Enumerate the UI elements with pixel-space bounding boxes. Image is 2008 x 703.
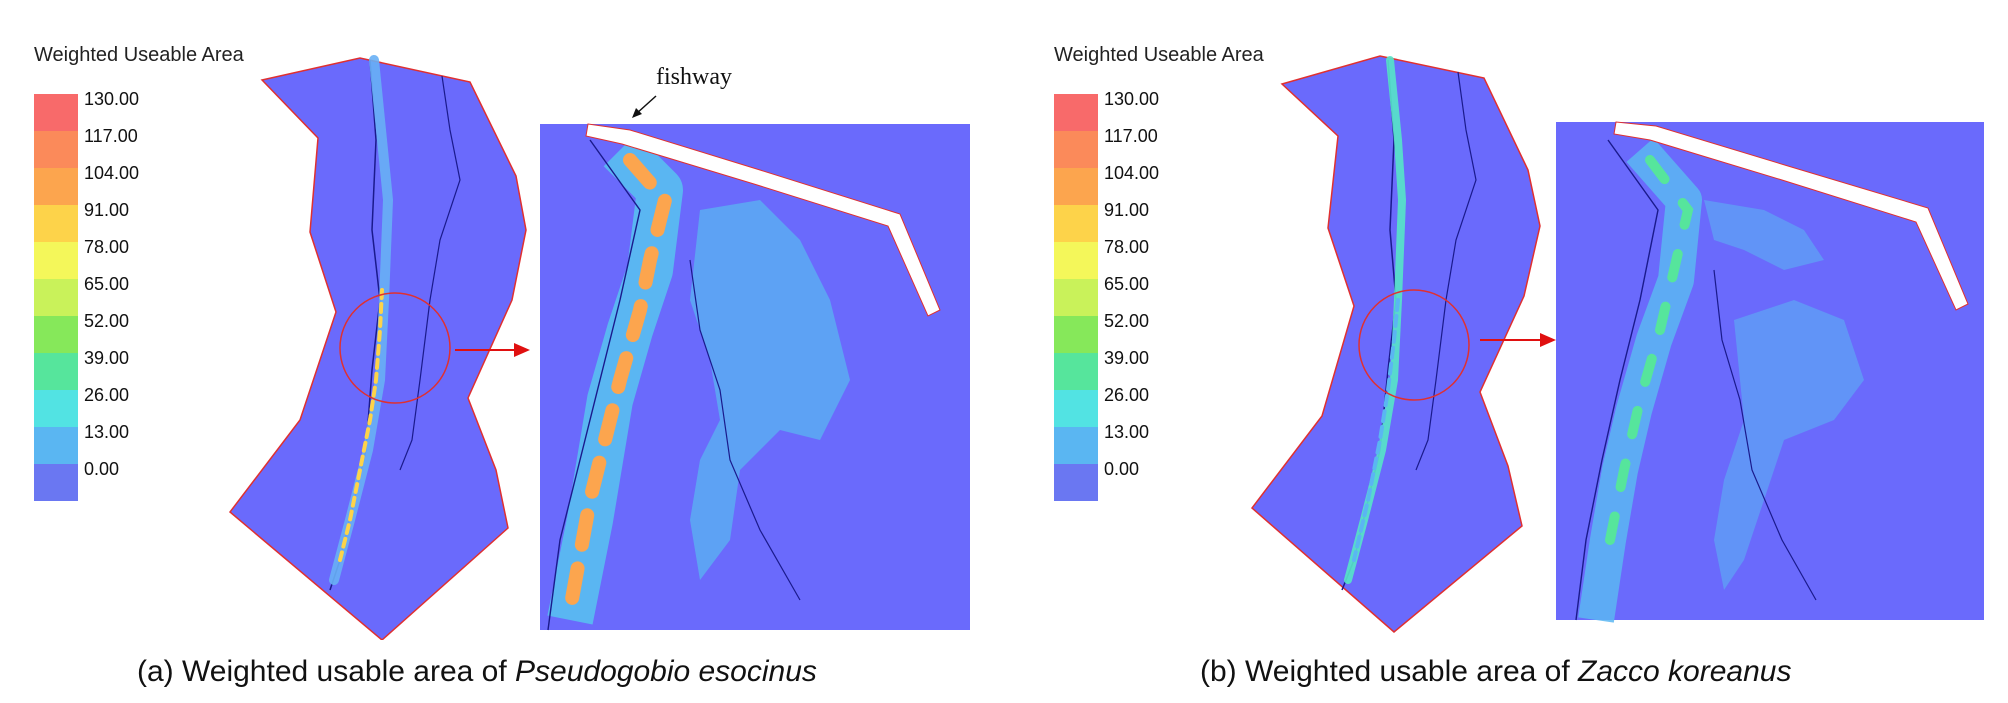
legend-swatch (34, 353, 78, 390)
legend-tick-label: 91.00 (1104, 200, 1150, 220)
legend-tick-label: 13.00 (84, 422, 130, 442)
legend-tick-label: 65.00 (1104, 274, 1150, 294)
legend-swatch (34, 205, 78, 242)
caption-b-species: Zacco koreanus (1578, 655, 1792, 688)
legend-tick-label: 26.00 (84, 385, 130, 405)
overview-map-a (228, 55, 530, 640)
habitat-hotspots (338, 288, 384, 562)
legend-swatch (34, 242, 78, 279)
legend-tick-label: 78.00 (84, 237, 130, 257)
legend-title: Weighted Useable Area (34, 44, 244, 66)
zoom-arrow-head (1540, 333, 1556, 347)
bank-boundary (1415, 71, 1477, 471)
legend-tick-label: 117.00 (1104, 126, 1158, 146)
zoom-circle (1358, 289, 1470, 401)
panel-b: Weighted Useable Area 130.00 117.00 104.00… (1004, 0, 2008, 703)
legend-swatch (1054, 168, 1098, 205)
legend-tick-label: 104.00 (84, 163, 140, 183)
legend-tick-label: 91.00 (84, 200, 130, 220)
legend-title: Weighted Useable Area (1054, 44, 1264, 66)
legend-swatch (1054, 279, 1098, 316)
habitat-hotspots (1352, 298, 1400, 562)
legend-swatch (1054, 427, 1098, 464)
legend-tick-label: 78.00 (1104, 237, 1150, 257)
legend-tick-label: 0.00 (84, 459, 120, 479)
legend-swatch (1054, 94, 1098, 131)
legend-swatch (34, 390, 78, 427)
legend-swatch (1054, 390, 1098, 427)
legend-tick-label: 130.00 (84, 89, 140, 109)
overview-map-b (1250, 55, 1556, 633)
legend-swatch (1054, 205, 1098, 242)
habitat-strip (329, 55, 394, 585)
panel-a: Weighted Useable Area 130.00 117.00 104.00… (34, 44, 970, 689)
legend-swatch (34, 427, 78, 464)
legend-swatch (34, 131, 78, 168)
legend-swatch (34, 316, 78, 353)
zoom-circle (339, 292, 451, 404)
legend-swatch (1054, 242, 1098, 279)
caption-a: (a) Weighted usable area of Pseudogobio … (137, 655, 817, 689)
legend-tick-label: 65.00 (84, 274, 130, 294)
caption-a-prefix: (a) Weighted usable area of (137, 655, 516, 688)
legend-tick-label: 130.00 (1104, 89, 1160, 109)
zoom-arrow-head (514, 343, 530, 357)
legend-tick-label: 104.00 (1104, 163, 1160, 183)
legend-swatch (1054, 464, 1098, 501)
bank-boundary (399, 75, 461, 471)
legend-tick-label: 13.00 (1104, 422, 1150, 442)
legend-swatch (34, 94, 78, 131)
legend-swatch (1054, 131, 1098, 168)
caption-b: (b) Weighted usable area of Zacco korean… (1200, 655, 1791, 689)
legend-tick-label: 52.00 (1104, 311, 1150, 331)
legend-swatch (34, 168, 78, 205)
legend-swatch (34, 464, 78, 501)
legend-swatch (1054, 353, 1098, 390)
legend-swatch (34, 279, 78, 316)
fishway-label: fishway (656, 64, 732, 90)
legend-swatch (1054, 316, 1098, 353)
legend-tick-label: 52.00 (84, 311, 130, 331)
legend-tick-label: 39.00 (1104, 348, 1150, 368)
legend-tick-label: 26.00 (1104, 385, 1150, 405)
legend-tick-label: 0.00 (1104, 459, 1140, 479)
caption-a-species: Pseudogobio esocinus (515, 655, 817, 688)
legend-tick-label: 39.00 (84, 348, 130, 368)
legend-tick-label: 117.00 (84, 126, 138, 146)
caption-b-prefix: (b) Weighted usable area of (1200, 655, 1579, 688)
